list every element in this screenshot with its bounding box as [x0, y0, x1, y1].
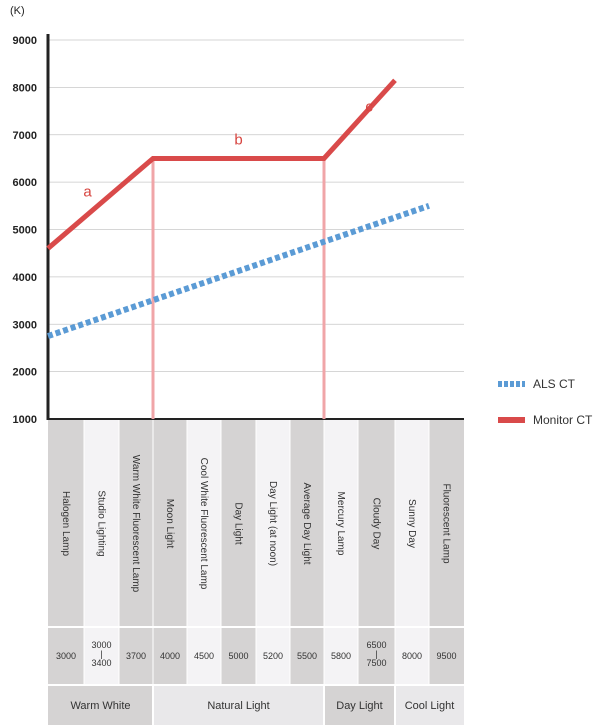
segment-label: a: [83, 184, 92, 201]
category-label: Day Light: [233, 502, 244, 544]
category-label: Moon Light: [164, 499, 175, 549]
group-cell: [48, 685, 153, 725]
temperature-cell: [256, 627, 290, 685]
temperature-label: 5000: [228, 651, 248, 661]
y-tick-label: 6000: [13, 177, 37, 189]
category-cell: [290, 420, 324, 627]
category-cell: [429, 420, 464, 627]
group-cell: [153, 685, 324, 725]
temperature-cell: [84, 627, 119, 685]
legend-label: ALS CT: [533, 377, 576, 391]
temperature-label: 3000: [56, 651, 76, 661]
temperature-label: 5500: [297, 651, 317, 661]
y-tick-label: 3000: [13, 319, 37, 331]
temperature-label: 4000: [160, 651, 180, 661]
category-cell: [324, 420, 358, 627]
group-cell: [395, 685, 464, 725]
temperature-cell: [221, 627, 256, 685]
category-label: Studio Lighting: [96, 490, 107, 556]
group-label: Warm White: [70, 700, 130, 712]
category-cell: [48, 420, 84, 627]
temperature-label: 9500: [436, 651, 456, 661]
temperature-cell: [48, 627, 84, 685]
category-label: Day Light (at noon): [267, 481, 278, 566]
category-cell: [256, 420, 290, 627]
category-cell: [153, 420, 187, 627]
monitor-ct-line: [46, 78, 397, 251]
temperature-label: 8000: [402, 651, 422, 661]
category-cell: [221, 420, 256, 627]
group-label: Natural Light: [207, 700, 269, 712]
temperature-cell: [324, 627, 358, 685]
temperature-label: 3000 | 3400: [91, 640, 111, 668]
y-tick-label: 7000: [13, 130, 37, 142]
y-tick-label: 2000: [13, 367, 37, 379]
y-tick-label: 5000: [13, 225, 37, 237]
y-tick-label: 4000: [13, 272, 37, 284]
y-tick-label: 8000: [13, 82, 37, 94]
temperature-label: 3700: [126, 651, 146, 661]
group-label: Cool Light: [405, 700, 455, 712]
category-label: Sunny Day: [406, 499, 417, 548]
category-label: Cloudy Day: [371, 498, 382, 550]
temperature-cell: [119, 627, 153, 685]
temperature-label: 5800: [331, 651, 351, 661]
segment-label: b: [234, 131, 242, 148]
y-tick-label: 9000: [13, 35, 37, 47]
category-label: Average Day Light: [301, 482, 312, 564]
category-cell: [84, 420, 119, 627]
category-label: Warm White Fluorescent Lamp: [130, 455, 141, 593]
category-label: Fluorescent Lamp: [441, 483, 452, 563]
category-cell: [358, 420, 395, 627]
segment-label: c: [365, 98, 373, 115]
temperature-cell: [187, 627, 221, 685]
temperature-label: 5200: [263, 651, 283, 661]
legend-label: Monitor CT: [533, 413, 593, 427]
category-cell: [187, 420, 221, 627]
category-cell: [395, 420, 429, 627]
als-ct-line: [47, 202, 430, 339]
y-unit-label: (K): [10, 5, 25, 17]
group-cell: [324, 685, 395, 725]
temperature-cell: [153, 627, 187, 685]
y-tick-label: 1000: [13, 414, 37, 426]
temperature-cell: [290, 627, 324, 685]
category-label: Mercury Lamp: [335, 492, 346, 556]
temperature-cell: [395, 627, 429, 685]
temperature-cell: [358, 627, 395, 685]
temperature-cell: [429, 627, 464, 685]
group-label: Day Light: [336, 700, 382, 712]
category-label: Cool White Fluorescent Lamp: [198, 458, 209, 590]
category-cell: [119, 420, 153, 627]
temperature-label: 6500 | 7500: [366, 640, 386, 668]
category-label: Halogen Lamp: [60, 491, 71, 556]
temperature-label: 4500: [194, 651, 214, 661]
